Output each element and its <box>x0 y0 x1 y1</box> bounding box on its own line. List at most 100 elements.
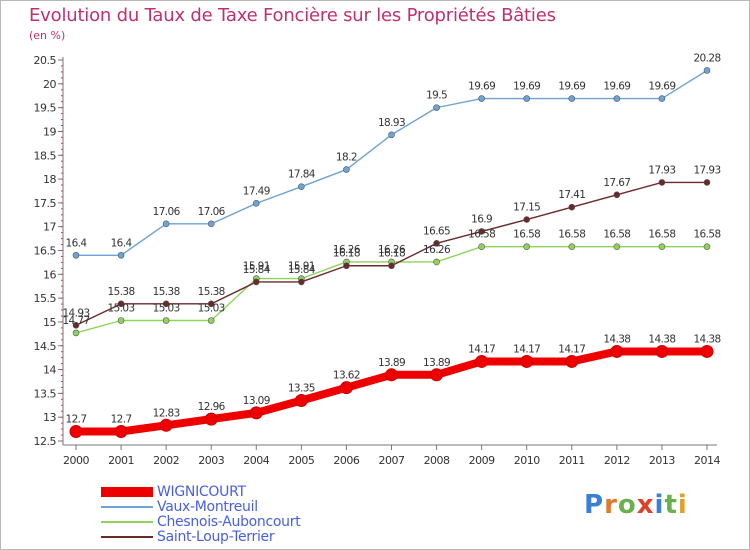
data-point <box>703 243 711 250</box>
data-label: 15.38 <box>108 286 135 298</box>
x-tick-label: 2004 <box>243 454 269 467</box>
data-point <box>703 67 711 74</box>
data-point <box>117 317 125 324</box>
logo-letter: o <box>617 490 637 520</box>
y-tick-label: 13 <box>43 411 56 424</box>
legend-swatch <box>101 506 153 508</box>
x-tick-label: 2009 <box>469 454 495 467</box>
y-tick-label: 20.5 <box>34 54 57 67</box>
x-tick-label: 2012 <box>604 454 630 467</box>
data-label: 17.06 <box>153 206 181 218</box>
data-point <box>249 406 263 420</box>
data-point <box>478 243 485 250</box>
chart-subtitle: (en %) <box>29 29 66 42</box>
data-label: 19.69 <box>648 81 675 93</box>
data-label: 16.58 <box>648 229 675 241</box>
data-point <box>700 344 714 358</box>
logo-letter: P <box>584 490 605 520</box>
data-point <box>523 243 531 250</box>
data-label: 12.7 <box>66 413 87 425</box>
data-point <box>430 368 444 382</box>
data-label: 15.91 <box>243 261 270 273</box>
data-point <box>523 216 531 223</box>
x-tick-label: 2014 <box>694 454 720 467</box>
data-label: 17.06 <box>198 206 226 218</box>
data-point <box>655 344 669 358</box>
data-point <box>72 251 80 259</box>
data-label: 15.91 <box>288 261 315 273</box>
data-point <box>610 344 624 358</box>
x-tick-label: 2010 <box>514 454 540 467</box>
data-label: 16.58 <box>603 229 630 241</box>
x-tick-label: 2005 <box>288 454 314 467</box>
data-label: 16.18 <box>333 248 360 260</box>
data-point <box>568 203 576 211</box>
data-point <box>69 424 83 438</box>
y-tick-label: 13.5 <box>34 387 57 400</box>
legend-label: WIGNICOURT <box>157 484 246 500</box>
data-label: 14.17 <box>468 343 495 355</box>
data-point <box>298 278 305 286</box>
data-point <box>207 300 215 308</box>
data-label: 14.38 <box>603 333 630 345</box>
data-point <box>388 131 395 139</box>
data-point <box>343 166 350 173</box>
logo-letter: i <box>677 490 688 520</box>
y-tick-label: 16.5 <box>34 245 57 258</box>
data-label: 14.77 <box>62 315 89 327</box>
data-label: 19.69 <box>468 81 495 93</box>
data-point <box>568 95 576 102</box>
data-label: 15.03 <box>108 303 135 315</box>
data-label: 15.03 <box>153 303 180 315</box>
data-label: 17.15 <box>513 202 540 214</box>
legend-label: Chesnois-Auboncourt <box>157 514 301 530</box>
series-line <box>75 69 708 256</box>
y-tick-label: 18 <box>43 173 56 186</box>
x-tick-label: 2011 <box>559 454 585 467</box>
y-tick-label: 15.5 <box>34 292 57 305</box>
y-tick-label: 18.5 <box>34 149 57 162</box>
data-point <box>117 300 125 308</box>
data-label: 15.38 <box>198 286 225 298</box>
x-tick-label: 2007 <box>379 454 405 467</box>
data-point <box>658 179 666 186</box>
data-point <box>565 354 579 368</box>
data-point <box>433 240 440 247</box>
data-label: 17.93 <box>693 164 720 176</box>
x-tick-label: 2006 <box>333 454 359 467</box>
data-point <box>252 200 260 207</box>
y-tick-label: 14 <box>43 364 56 377</box>
data-label: 17.49 <box>243 185 270 197</box>
x-tick-label: 2000 <box>63 454 89 467</box>
data-label: 16.58 <box>468 229 495 241</box>
data-point <box>162 300 170 308</box>
data-label: 13.09 <box>243 395 270 407</box>
data-label: 16.26 <box>333 244 361 256</box>
y-tick-label: 19.5 <box>34 102 57 115</box>
data-label: 13.89 <box>423 357 450 369</box>
y-tick-label: 16 <box>43 268 56 281</box>
data-label: 16.65 <box>423 225 450 237</box>
legend-swatch <box>101 521 153 523</box>
data-point <box>433 258 440 266</box>
data-point <box>520 354 534 368</box>
x-tick-label: 2001 <box>108 454 134 467</box>
data-label: 16.4 <box>66 237 88 249</box>
data-label: 19.69 <box>513 81 540 93</box>
data-label: 19.5 <box>426 90 447 102</box>
data-label: 13.35 <box>288 383 315 395</box>
data-point <box>385 368 398 382</box>
data-label: 14.38 <box>648 333 675 345</box>
data-point <box>207 317 215 324</box>
data-point <box>568 243 576 250</box>
data-label: 12.7 <box>111 413 132 425</box>
data-point <box>658 243 666 250</box>
x-tick-label: 2002 <box>153 454 179 467</box>
data-point <box>478 228 485 235</box>
data-label: 17.41 <box>558 189 585 201</box>
y-tick-label: 20 <box>43 78 56 91</box>
data-point <box>162 317 170 324</box>
data-label: 13.62 <box>333 370 360 382</box>
data-point <box>523 95 531 102</box>
data-label: 15.03 <box>198 303 225 315</box>
